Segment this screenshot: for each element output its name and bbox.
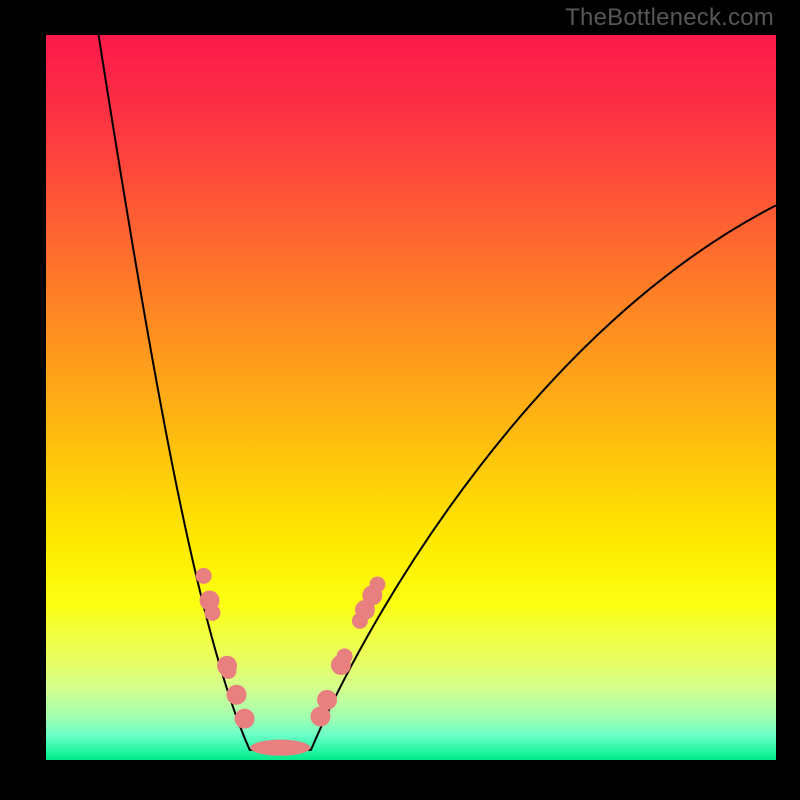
marker-dot bbox=[196, 568, 212, 584]
marker-dot bbox=[204, 605, 220, 621]
marker-dot bbox=[221, 663, 237, 679]
chart-background bbox=[46, 35, 776, 760]
marker-dot bbox=[227, 685, 247, 705]
marker-pill bbox=[250, 740, 310, 756]
chart-container: TheBottleneck.com bbox=[0, 0, 800, 800]
marker-dot bbox=[337, 648, 353, 664]
marker-dot bbox=[317, 690, 337, 710]
watermark-text: TheBottleneck.com bbox=[565, 4, 774, 32]
marker-dot bbox=[235, 709, 255, 729]
marker-dot bbox=[369, 577, 385, 593]
bottleneck-chart bbox=[46, 35, 776, 760]
